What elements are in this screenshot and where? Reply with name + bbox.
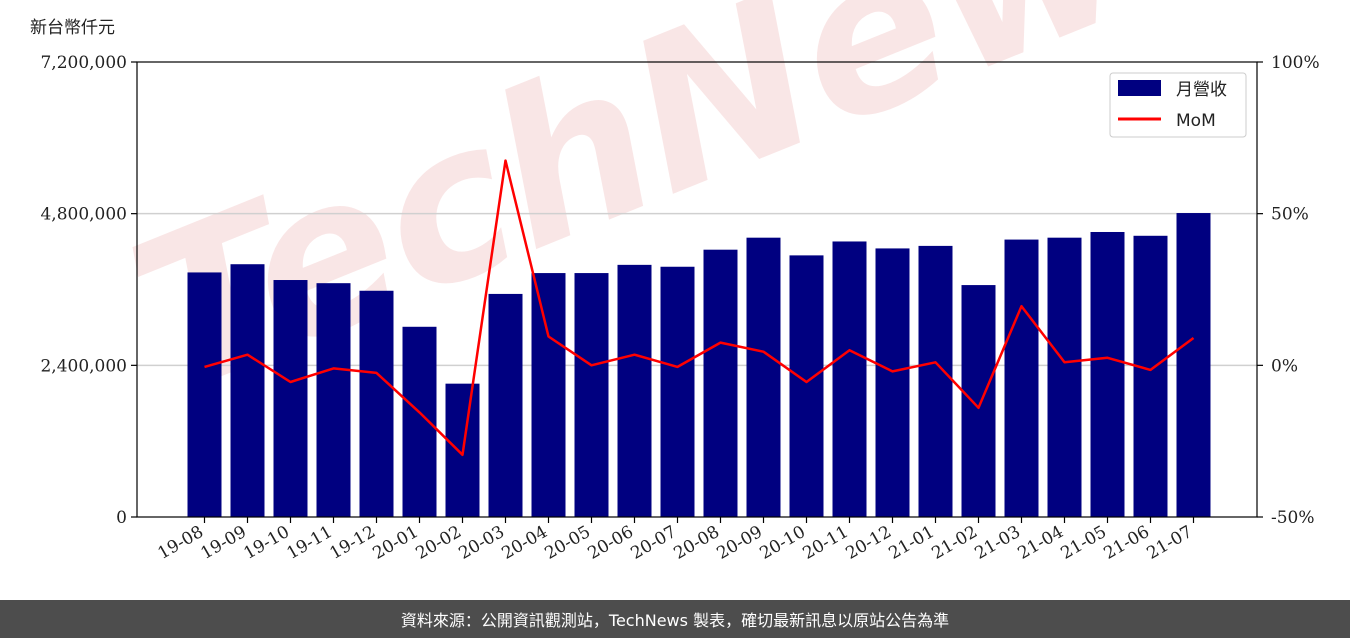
x-tick-label: 21-03 [972, 522, 1024, 564]
bar-21-03 [1004, 239, 1039, 517]
bar-19-08 [187, 272, 222, 517]
bar-20-09 [746, 237, 781, 518]
legend: 月營收 MoM [1109, 72, 1247, 138]
bar-21-01 [918, 245, 953, 518]
x-tick-label: 20-01 [370, 522, 422, 564]
x-tick-label: 21-04 [1015, 522, 1067, 564]
right-tick-label: -50% [1271, 508, 1315, 528]
x-tick-label: 19-12 [327, 522, 379, 564]
footer-source-note: 資料來源：公開資訊觀測站，TechNews 製表，確切最新訊息以原站公告為準 [0, 600, 1350, 638]
bar-20-07 [660, 266, 695, 517]
bar-19-10 [273, 280, 308, 517]
bar-20-04 [531, 273, 566, 517]
x-tick-label: 20-09 [714, 522, 766, 564]
plot-frame [136, 61, 1258, 518]
bar-20-06 [617, 264, 652, 517]
right-tick-label: 100% [1271, 53, 1320, 73]
x-tick-label: 21-06 [1101, 522, 1153, 564]
x-tick-label: 19-09 [198, 522, 250, 564]
x-tick-label: 19-10 [241, 522, 293, 564]
x-tick-label: 20-06 [585, 522, 637, 564]
bar-19-12 [359, 290, 394, 517]
left-axis: 0 2,400,000 4,800,000 7,200,000 [40, 53, 137, 528]
bar-20-12 [875, 248, 910, 517]
x-tick-label: 21-01 [886, 522, 938, 564]
bar-21-05 [1090, 231, 1125, 518]
x-tick-label: 20-05 [542, 522, 594, 564]
mom-line [204, 159, 1195, 457]
bar-21-04 [1047, 237, 1082, 518]
x-tick-label: 19-08 [155, 522, 207, 564]
bar-21-07 [1176, 213, 1211, 517]
x-tick-label: 21-05 [1058, 522, 1110, 564]
bar-20-03 [488, 293, 523, 517]
left-axis-unit-label: 新台幣仟元 [30, 18, 115, 38]
right-axis: -50% 0% 50% 100% [1257, 53, 1320, 528]
bar-series-revenue [187, 213, 1211, 518]
x-axis: 19-0819-0919-1019-1119-1220-0120-0220-03… [155, 517, 1196, 564]
x-tick-label: 20-04 [499, 522, 551, 564]
line-series-mom [204, 159, 1195, 457]
left-tick-label: 4,800,000 [40, 205, 127, 225]
x-tick-label: 20-03 [456, 522, 508, 564]
bar-19-09 [230, 264, 265, 517]
x-tick-label: 20-11 [800, 522, 852, 564]
x-tick-label: 19-11 [284, 522, 336, 564]
x-tick-label: 20-10 [757, 522, 809, 564]
left-tick-label: 2,400,000 [40, 356, 127, 376]
left-tick-label: 0 [116, 508, 127, 528]
bar-20-05 [574, 273, 609, 517]
x-tick-label: 21-07 [1144, 522, 1196, 564]
legend-label-mom: MoM [1176, 111, 1216, 131]
x-tick-label: 20-07 [628, 522, 680, 564]
left-tick-label: 7,200,000 [40, 53, 127, 73]
x-tick-label: 20-12 [843, 522, 895, 564]
bar-20-01 [402, 326, 437, 517]
x-tick-label: 21-02 [929, 522, 981, 564]
bar-19-11 [316, 283, 351, 517]
legend-swatch-revenue [1118, 80, 1161, 96]
bar-20-11 [832, 241, 867, 517]
x-tick-label: 20-02 [413, 522, 465, 564]
bar-20-08 [703, 249, 738, 517]
x-tick-label: 20-08 [671, 522, 723, 564]
bar-21-06 [1133, 235, 1168, 517]
right-tick-label: 0% [1271, 356, 1298, 376]
bar-20-10 [789, 255, 824, 517]
right-tick-label: 50% [1271, 205, 1309, 225]
legend-label-revenue: 月營收 [1176, 80, 1227, 100]
bar-21-02 [961, 285, 996, 517]
